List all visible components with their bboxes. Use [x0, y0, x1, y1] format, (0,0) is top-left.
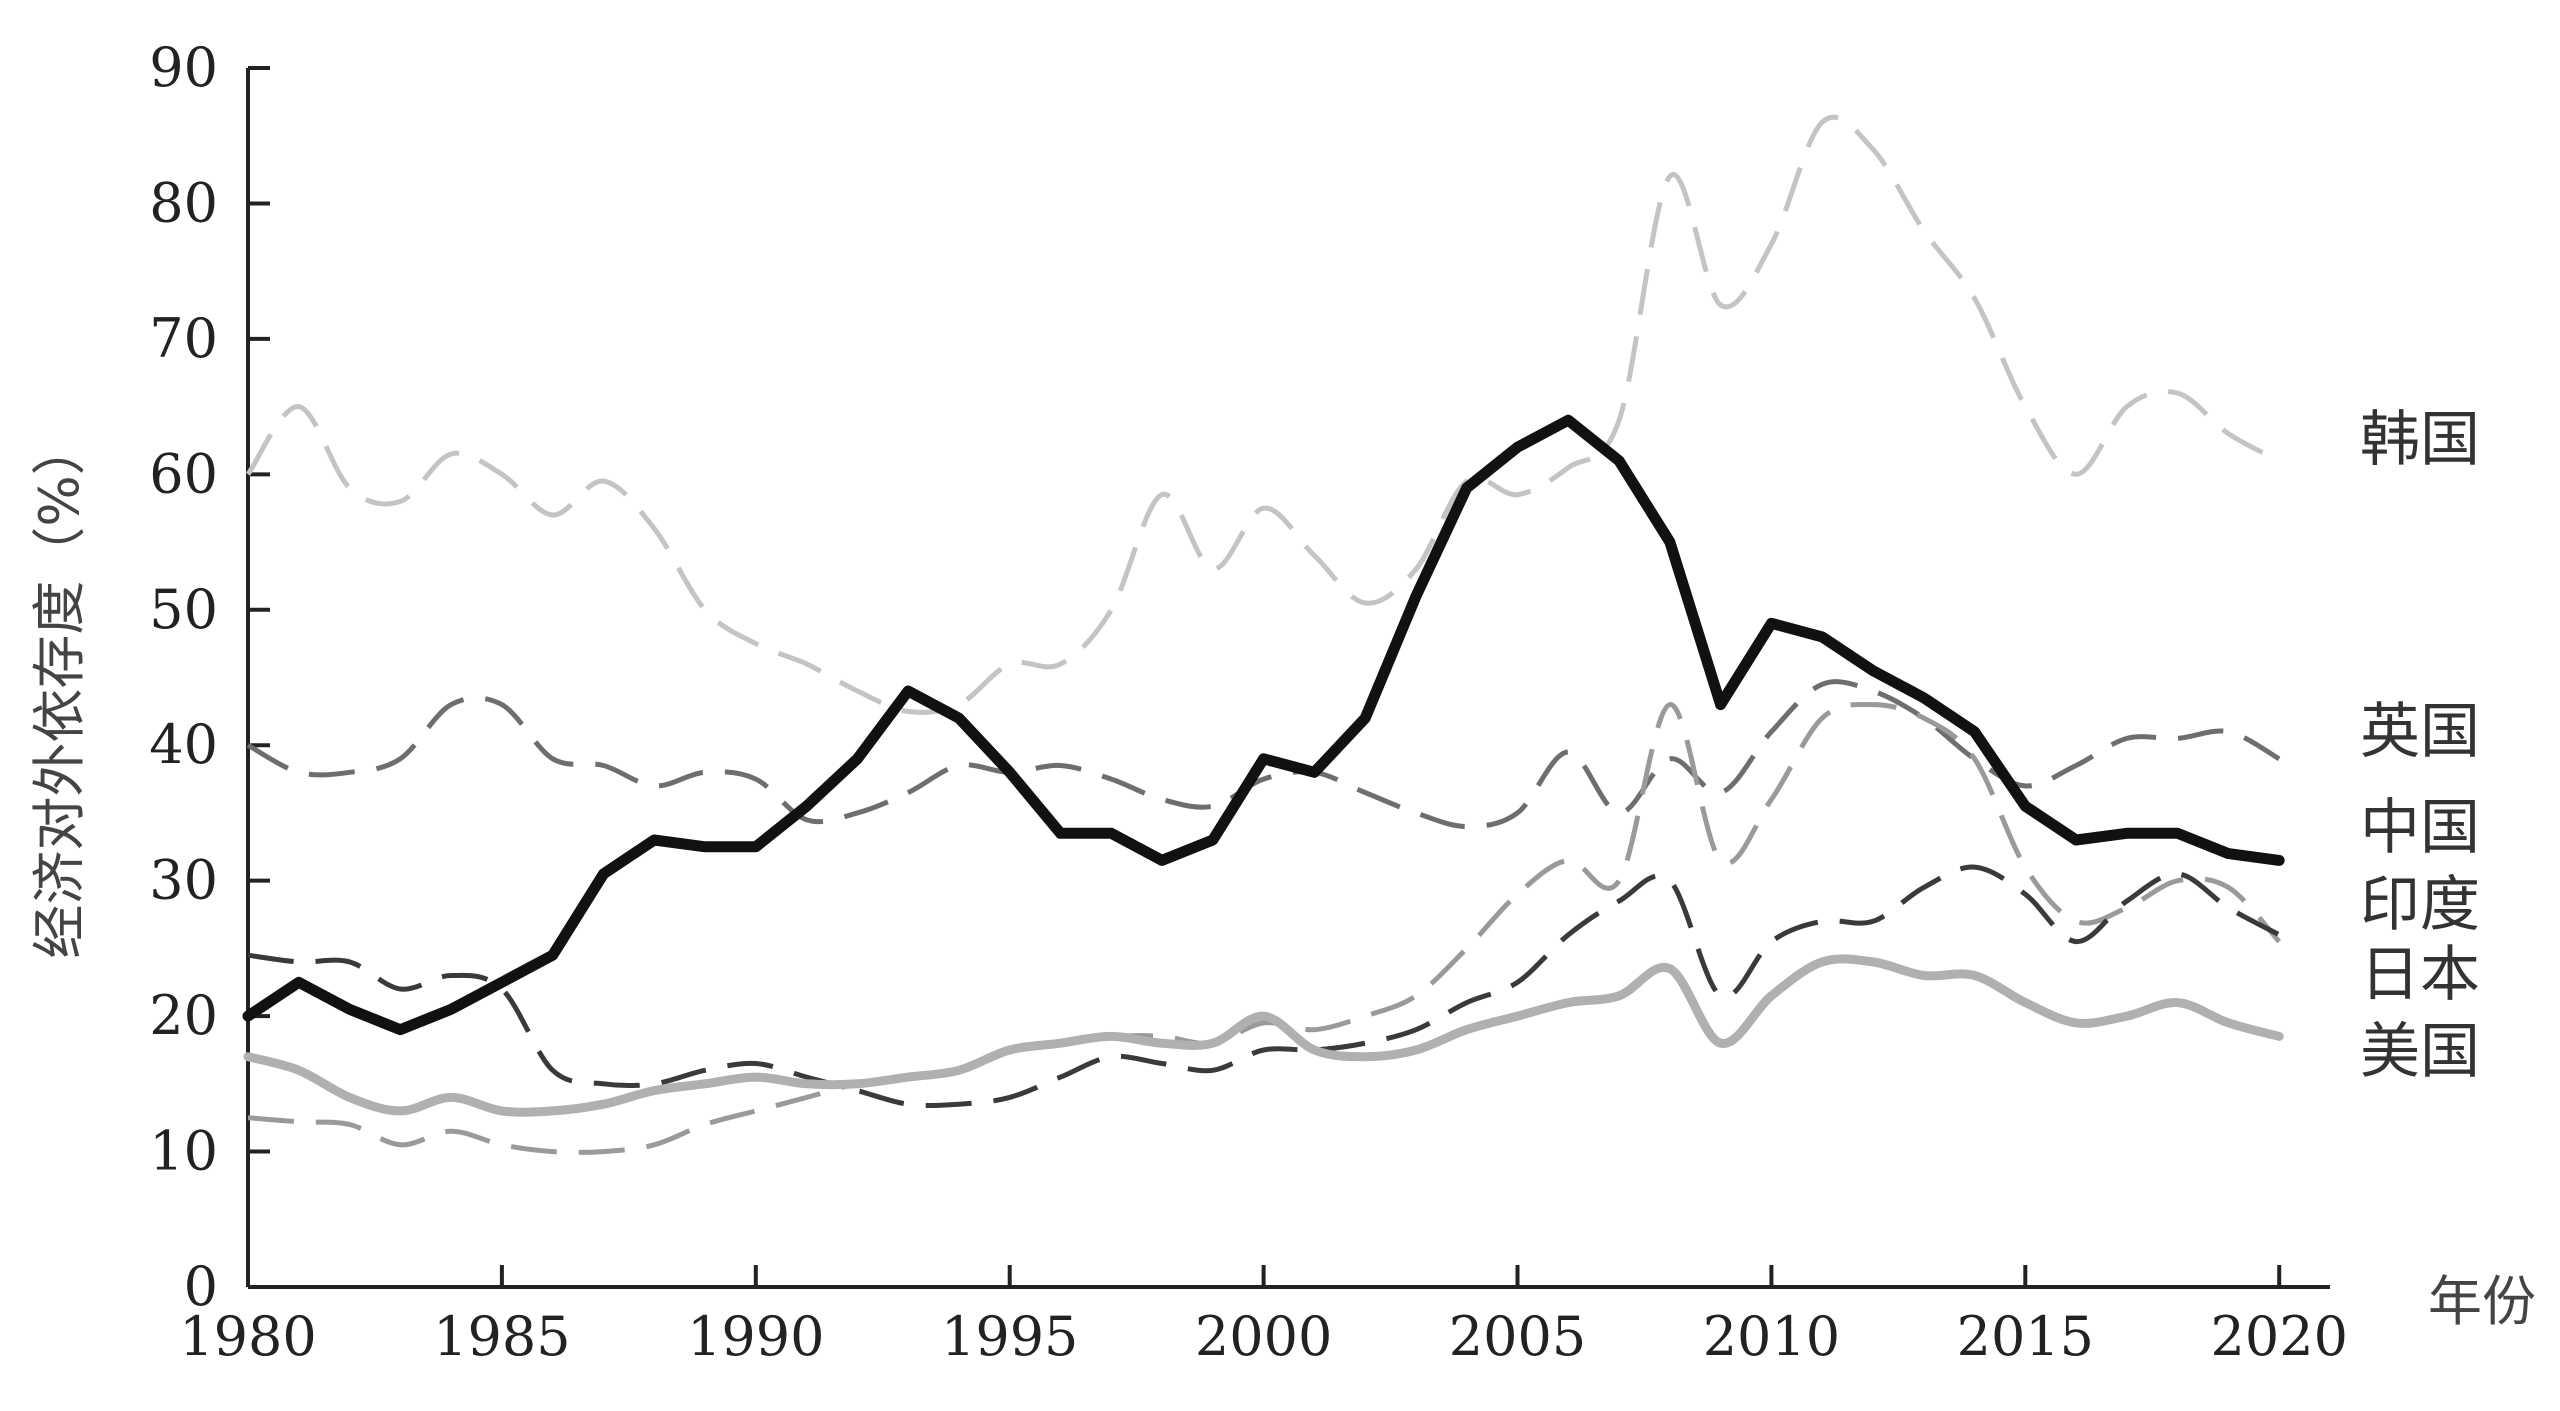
x-tick-label: 2015: [1957, 1305, 2094, 1368]
series-line-japan: [247, 864, 2281, 1108]
series-line-china: [242, 414, 2285, 1036]
y-tick-label: 60: [149, 442, 218, 505]
x-tick-label: 2010: [1703, 1305, 1840, 1368]
x-tick-label: 2005: [1449, 1305, 1586, 1368]
y-tick-label: 80: [149, 171, 218, 234]
y-tick-label: 90: [149, 36, 218, 99]
x-tick-label: 1985: [433, 1305, 570, 1368]
x-tick-label: 1990: [687, 1305, 824, 1368]
x-tick-label: 1980: [179, 1305, 316, 1368]
y-tick-label: 30: [149, 849, 218, 912]
series-label-korea: 韩国: [2360, 405, 2480, 475]
y-tick-label: 0: [184, 1255, 218, 1318]
series-line-india: [247, 701, 2282, 1155]
x-tick-label: 2020: [2211, 1305, 2348, 1368]
series-label-japan: 日本: [2360, 940, 2480, 1010]
series-label-china: 中国: [2360, 793, 2480, 863]
y-tick-label: 70: [149, 307, 218, 370]
series-label-india: 印度: [2360, 870, 2480, 940]
series-label-usa: 美国: [2360, 1017, 2480, 1087]
x-axis-title: 年份: [2428, 1270, 2536, 1333]
y-tick-label: 40: [149, 713, 218, 776]
axes: 0 10 20 30 40 50 60 70 80 90 1980 1985 1990 1995 2000 2…: [149, 36, 2348, 1368]
y-axis-title: 经济对外依存度（%）: [28, 421, 91, 958]
series-label-uk: 英国: [2360, 697, 2480, 767]
x-tick-label: 2000: [1195, 1305, 1332, 1368]
series-line-usa: [243, 954, 2284, 1117]
series-line-korea: [245, 114, 2281, 715]
y-tick-label: 20: [149, 984, 218, 1047]
series-layer: [242, 114, 2285, 1155]
y-tick-label: 50: [149, 578, 218, 641]
y-tick-label: 10: [149, 1120, 218, 1183]
x-tick-label: 1995: [941, 1305, 1078, 1368]
